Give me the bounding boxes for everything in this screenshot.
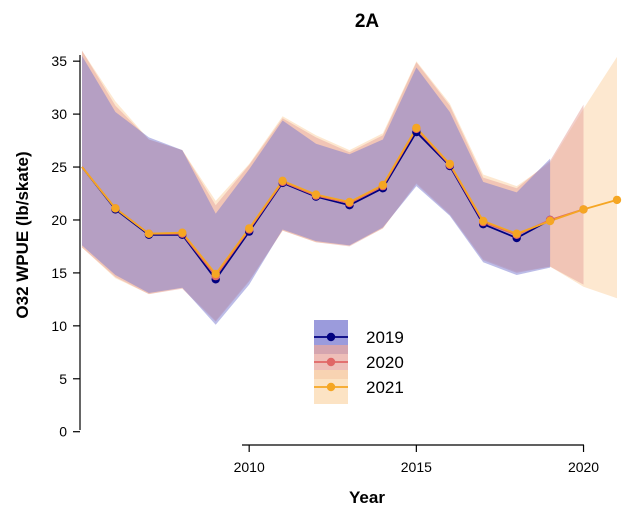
point-2021-2008 bbox=[178, 228, 187, 237]
legend-label-2021: 2021 bbox=[366, 378, 404, 397]
point-2021-2010 bbox=[245, 224, 254, 233]
y-axis-label: O32 WPUE (lb/skate) bbox=[13, 151, 32, 318]
x-tick-label-2010: 2010 bbox=[234, 459, 265, 475]
point-2021-2013 bbox=[345, 197, 354, 207]
band-2019 bbox=[82, 55, 551, 325]
point-2021-2018 bbox=[512, 229, 521, 238]
point-2021-2017 bbox=[479, 216, 488, 226]
y-tick-label-0: 0 bbox=[59, 424, 67, 440]
legend-point-2019 bbox=[326, 332, 336, 342]
legend: 2019 2020 2021 bbox=[314, 320, 404, 404]
x-tick-label-2020: 2020 bbox=[568, 459, 599, 475]
point-2021-2006 bbox=[111, 204, 120, 213]
point-2021-2012 bbox=[311, 190, 321, 199]
chart-title: 2A bbox=[355, 11, 380, 32]
point-2021-2016 bbox=[445, 159, 454, 169]
y-tick-label-15: 15 bbox=[51, 265, 67, 281]
point-2021-2020 bbox=[579, 205, 588, 214]
legend-label-2020: 2020 bbox=[366, 353, 404, 372]
confidence-bands bbox=[82, 50, 617, 325]
x-axis-label: Year bbox=[349, 488, 385, 507]
axes bbox=[79, 55, 584, 446]
y-tick-label-35: 35 bbox=[51, 53, 67, 69]
y-tick-label-30: 30 bbox=[51, 106, 67, 122]
point-2021-2007 bbox=[144, 229, 154, 238]
point-2021-2009 bbox=[211, 269, 220, 279]
x-tick-label-2015: 2015 bbox=[401, 459, 432, 475]
point-2021-2019 bbox=[545, 216, 555, 226]
series-points bbox=[111, 123, 622, 284]
y-tick-label-5: 5 bbox=[59, 371, 67, 387]
point-2021-2015 bbox=[412, 123, 421, 133]
legend-point-2021 bbox=[326, 382, 336, 392]
point-2021-2011 bbox=[278, 176, 287, 185]
point-2021-2021 bbox=[612, 195, 622, 205]
legend-label-2019: 2019 bbox=[366, 328, 404, 347]
legend-point-2020 bbox=[326, 357, 336, 367]
x-ticks: 2010 2015 2020 bbox=[234, 445, 599, 475]
y-ticks: 0 5 10 15 20 25 30 35 bbox=[51, 53, 80, 440]
y-tick-label-25: 25 bbox=[51, 159, 67, 175]
point-2021-2014 bbox=[378, 180, 388, 190]
y-tick-label-20: 20 bbox=[51, 212, 67, 228]
y-tick-label-10: 10 bbox=[51, 318, 67, 334]
